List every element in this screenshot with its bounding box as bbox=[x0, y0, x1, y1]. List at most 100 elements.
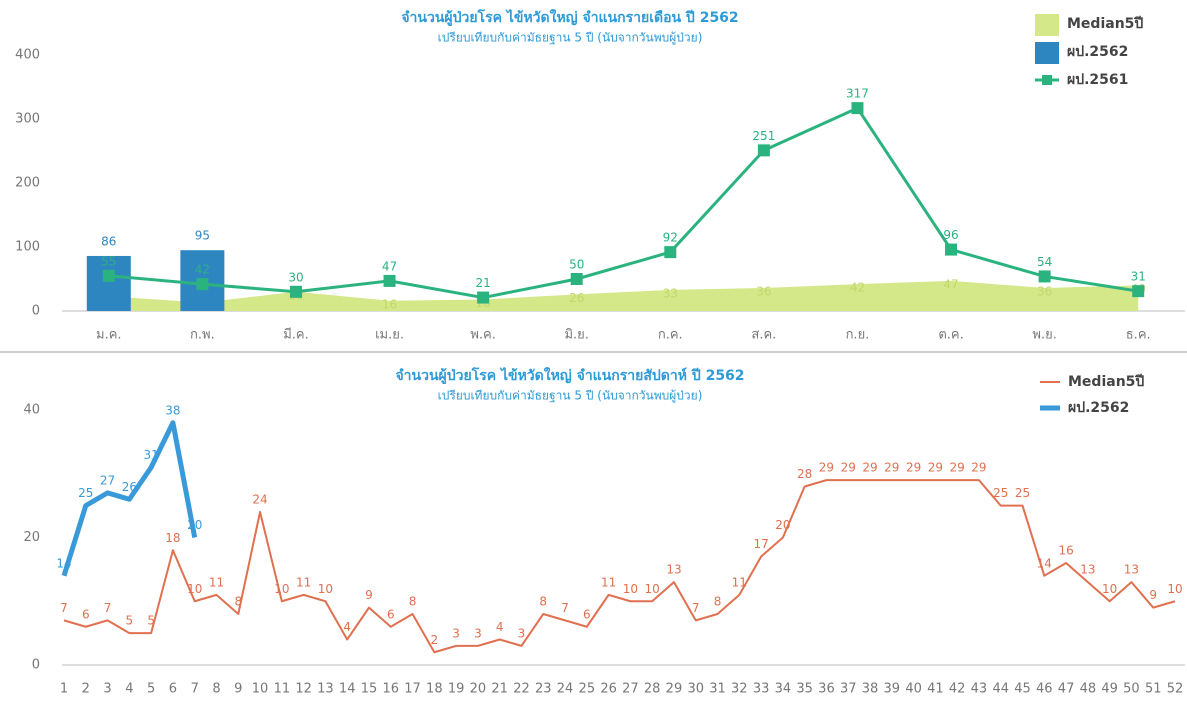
data-label: 7 bbox=[561, 601, 569, 615]
x-tick-label: 3 bbox=[103, 682, 111, 697]
x-tick-label: 42 bbox=[949, 682, 966, 697]
line bbox=[108, 106, 1139, 300]
marker bbox=[570, 273, 583, 285]
x-tick-label: 28 bbox=[644, 682, 661, 697]
x-tick-label: 1 bbox=[60, 682, 68, 697]
data-label: 317 bbox=[846, 87, 869, 101]
data-label: 28 bbox=[797, 467, 812, 481]
marker bbox=[664, 246, 677, 259]
x-tick-label: 30 bbox=[687, 682, 704, 697]
data-label: 7 bbox=[104, 601, 112, 615]
legend-swatch bbox=[1035, 42, 1059, 64]
data-label: 13 bbox=[1124, 563, 1139, 577]
y-tick-label: 40 bbox=[23, 403, 40, 418]
marker bbox=[945, 243, 958, 256]
data-label: 11 bbox=[296, 575, 311, 589]
x-tick-label: 41 bbox=[927, 682, 944, 697]
line bbox=[61, 420, 198, 577]
x-tick-label: 45 bbox=[1014, 682, 1031, 697]
x-tick-label: 6 bbox=[169, 682, 177, 697]
data-label: 26 bbox=[122, 480, 137, 494]
data-label: 36 bbox=[1037, 284, 1052, 298]
data-label: 13 bbox=[1080, 563, 1095, 577]
data-label: 11 bbox=[209, 575, 224, 589]
x-tick-label: 17 bbox=[404, 682, 421, 697]
x-tick-label: 18 bbox=[426, 682, 443, 697]
data-label: 3 bbox=[518, 626, 526, 640]
x-tick-label: 39 bbox=[884, 682, 901, 697]
data-label: 29 bbox=[862, 461, 877, 475]
data-label: 9 bbox=[1149, 588, 1157, 602]
x-tick-label: ก.พ. bbox=[190, 328, 215, 343]
marker bbox=[851, 102, 864, 115]
bar bbox=[86, 255, 131, 311]
data-label: 3 bbox=[452, 626, 460, 640]
data-label: 29 bbox=[884, 461, 899, 475]
y-tick-label: 200 bbox=[15, 176, 40, 191]
x-tick-label: 20 bbox=[470, 682, 487, 697]
y-tick-label: 100 bbox=[15, 240, 40, 255]
data-label: 2 bbox=[431, 633, 439, 647]
chart-subtitle: เปรียบเทียบกับค่ามัธยฐาน 5 ปี (นับจากวัน… bbox=[438, 31, 703, 46]
data-label: 16 bbox=[1058, 544, 1073, 558]
marker bbox=[196, 278, 209, 291]
data-label: 11 bbox=[732, 575, 747, 589]
data-label: 24 bbox=[252, 493, 267, 507]
data-label: 10 bbox=[645, 582, 660, 596]
legend-label: ผป.2562 bbox=[1068, 400, 1129, 416]
data-label: 10 bbox=[274, 582, 289, 596]
data-label: 25 bbox=[78, 486, 93, 500]
data-label: 10 bbox=[1102, 582, 1117, 596]
data-label: 42 bbox=[850, 281, 865, 295]
x-tick-label: พ.ย. bbox=[1032, 328, 1056, 343]
data-label: 10 bbox=[623, 582, 638, 596]
x-tick-label: 49 bbox=[1101, 682, 1118, 697]
data-label: 29 bbox=[950, 461, 965, 475]
data-label: 6 bbox=[583, 607, 591, 621]
x-tick-label: เม.ย. bbox=[375, 328, 404, 343]
data-label: 31 bbox=[143, 448, 158, 462]
x-tick-label: 32 bbox=[731, 682, 748, 697]
data-label: 26 bbox=[569, 291, 584, 305]
x-tick-label: 15 bbox=[361, 682, 378, 697]
x-tick-label: 19 bbox=[448, 682, 465, 697]
marker bbox=[1038, 270, 1051, 283]
x-tick-label: 10 bbox=[252, 682, 269, 697]
x-tick-label: 14 bbox=[339, 682, 356, 697]
data-label: 6 bbox=[82, 607, 90, 621]
data-label: 29 bbox=[906, 461, 921, 475]
x-tick-label: 34 bbox=[775, 682, 792, 697]
data-label: 86 bbox=[101, 234, 116, 248]
data-label: 25 bbox=[993, 486, 1008, 500]
data-label: 9 bbox=[365, 588, 373, 602]
x-tick-label: 48 bbox=[1080, 682, 1097, 697]
marker bbox=[1132, 285, 1145, 298]
data-label: 7 bbox=[692, 601, 700, 615]
data-label: 33 bbox=[663, 286, 678, 300]
x-tick-label: 47 bbox=[1058, 682, 1075, 697]
data-label: 5 bbox=[147, 614, 155, 628]
x-tick-label: 7 bbox=[191, 682, 199, 697]
data-label: 25 bbox=[1015, 486, 1030, 500]
data-label: 29 bbox=[841, 461, 856, 475]
chart-title: จำนวนผู้ป่วยโรค ไข้หวัดใหญ่ จำแนกรายสัปด… bbox=[395, 366, 744, 384]
x-tick-label: 5 bbox=[147, 682, 155, 697]
x-tick-label: 4 bbox=[125, 682, 133, 697]
x-tick-label: 11 bbox=[274, 682, 291, 697]
marker bbox=[289, 285, 302, 298]
data-label: 21 bbox=[475, 276, 490, 290]
data-label: 20 bbox=[775, 518, 790, 532]
chart-title: จำนวนผู้ป่วยโรค ไข้หวัดใหญ่ จำแนกรายเดือ… bbox=[401, 8, 738, 26]
x-tick-label: มี.ค. bbox=[283, 327, 309, 343]
x-tick-label: ก.ย. bbox=[846, 328, 870, 343]
data-label: 10 bbox=[187, 582, 202, 596]
y-tick-label: 300 bbox=[15, 112, 40, 127]
x-tick-label: พ.ค. bbox=[470, 328, 496, 343]
x-tick-label: 21 bbox=[491, 682, 508, 697]
x-tick-label: 26 bbox=[600, 682, 617, 697]
x-tick-label: ก.ค. bbox=[658, 328, 683, 343]
area bbox=[108, 280, 1139, 311]
data-label: 29 bbox=[819, 461, 834, 475]
x-tick-label: 24 bbox=[557, 682, 574, 697]
data-label: 18 bbox=[165, 531, 180, 545]
